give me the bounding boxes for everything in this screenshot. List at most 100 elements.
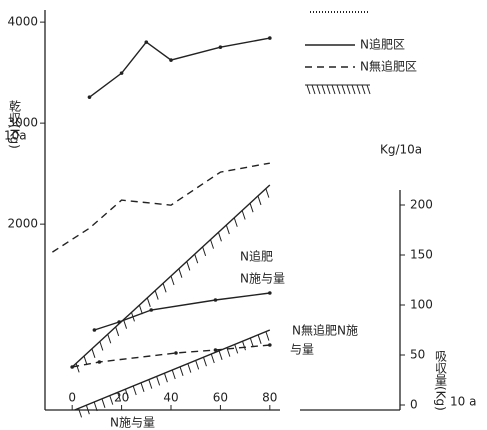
y2-tick-label: 200 xyxy=(410,198,433,212)
annotation: N追肥 xyxy=(240,249,273,264)
hatch xyxy=(226,347,231,357)
y-tick-label: 4000 xyxy=(7,15,38,29)
series-line xyxy=(94,292,270,331)
hatch xyxy=(123,319,128,329)
hatch xyxy=(162,283,167,293)
hatch xyxy=(336,84,341,95)
y2-label: 吸収量(Kg) xyxy=(434,350,448,411)
hatch xyxy=(91,348,96,358)
hatch xyxy=(154,290,159,300)
hatch xyxy=(146,297,151,307)
hatch xyxy=(170,275,175,286)
hatch xyxy=(265,331,270,341)
hatch xyxy=(361,84,366,95)
hatch xyxy=(316,84,321,95)
point-dot xyxy=(169,58,173,62)
point-dot xyxy=(218,45,223,49)
y2-tick-label: 150 xyxy=(410,248,433,262)
hatch xyxy=(326,84,331,95)
x-tick-label: 80 xyxy=(262,391,277,405)
hatch xyxy=(138,304,143,315)
hatch xyxy=(124,389,129,399)
hatch xyxy=(225,224,230,235)
y2-label-unit: 10 a xyxy=(450,395,476,409)
hatch xyxy=(218,350,223,360)
hatch xyxy=(311,84,316,95)
hatch xyxy=(257,334,262,344)
legend-label: N追肥区 xyxy=(360,37,405,52)
hatch xyxy=(194,254,199,264)
x-tick-label: 60 xyxy=(213,391,228,405)
hatch xyxy=(249,203,254,213)
hatch xyxy=(178,268,183,278)
hatch xyxy=(210,353,215,364)
point-dot xyxy=(213,348,218,352)
hatch xyxy=(163,373,168,383)
hatch xyxy=(156,376,161,386)
hatch xyxy=(202,357,207,367)
point-dot xyxy=(97,360,102,364)
hatch xyxy=(109,395,114,405)
hatch xyxy=(179,366,184,376)
hatch xyxy=(331,84,336,95)
hatch xyxy=(346,84,351,95)
hatch xyxy=(93,401,98,412)
point-dot xyxy=(213,298,218,302)
hatch xyxy=(83,355,88,366)
legend-label: N無追肥区 xyxy=(360,59,417,74)
series-line xyxy=(72,344,270,368)
hatch xyxy=(148,379,153,389)
hatch xyxy=(233,217,238,227)
hatch xyxy=(366,84,371,95)
hatch xyxy=(306,84,311,95)
hatch xyxy=(265,188,270,198)
hatch xyxy=(234,344,239,354)
hatch xyxy=(195,360,200,370)
hatch xyxy=(217,232,222,242)
point-dot xyxy=(268,291,272,295)
point-dot xyxy=(92,328,97,332)
hatch xyxy=(101,398,106,408)
x-tick-label: 40 xyxy=(163,391,178,405)
hatch xyxy=(186,261,191,271)
hatch xyxy=(242,341,246,351)
point-dot xyxy=(119,71,124,75)
annotation: N無追肥N施 xyxy=(292,323,358,338)
hatch xyxy=(140,382,145,392)
hatch xyxy=(171,369,176,380)
hatch xyxy=(107,334,112,344)
point-dot xyxy=(174,351,178,355)
y2-tick-label: 0 xyxy=(410,398,418,412)
hatch xyxy=(115,326,120,337)
x-label: N施与量 xyxy=(110,416,155,430)
hatch xyxy=(321,84,326,95)
hatch xyxy=(132,385,137,396)
point-dot xyxy=(144,40,149,44)
y-tick-label: 3000 xyxy=(7,116,38,130)
hatch xyxy=(341,84,346,95)
hatch xyxy=(249,337,254,348)
hatch xyxy=(202,246,207,257)
hatch xyxy=(351,84,356,95)
y-tick-label: 2000 xyxy=(7,217,38,231)
hatch xyxy=(241,210,246,220)
y2-tick-label: 100 xyxy=(410,298,433,312)
y2-tick-label: 50 xyxy=(410,348,425,362)
point-dot xyxy=(149,308,154,312)
series-line xyxy=(52,162,270,253)
hatch xyxy=(78,408,83,418)
point-dot xyxy=(87,95,92,99)
hatch xyxy=(99,341,104,351)
annotation: N施与量 xyxy=(240,272,285,286)
hatch xyxy=(130,312,135,322)
annotation: 与量 xyxy=(290,343,314,357)
point-dot xyxy=(268,343,272,347)
hatch xyxy=(356,84,361,95)
x-tick-label: 0 xyxy=(68,391,76,405)
hatch xyxy=(210,239,215,249)
hatch xyxy=(187,363,192,373)
hatch xyxy=(257,195,262,206)
y-label: 乾収(Kg) xyxy=(8,100,22,149)
y2-unit-top: Kg/10a xyxy=(380,143,422,157)
